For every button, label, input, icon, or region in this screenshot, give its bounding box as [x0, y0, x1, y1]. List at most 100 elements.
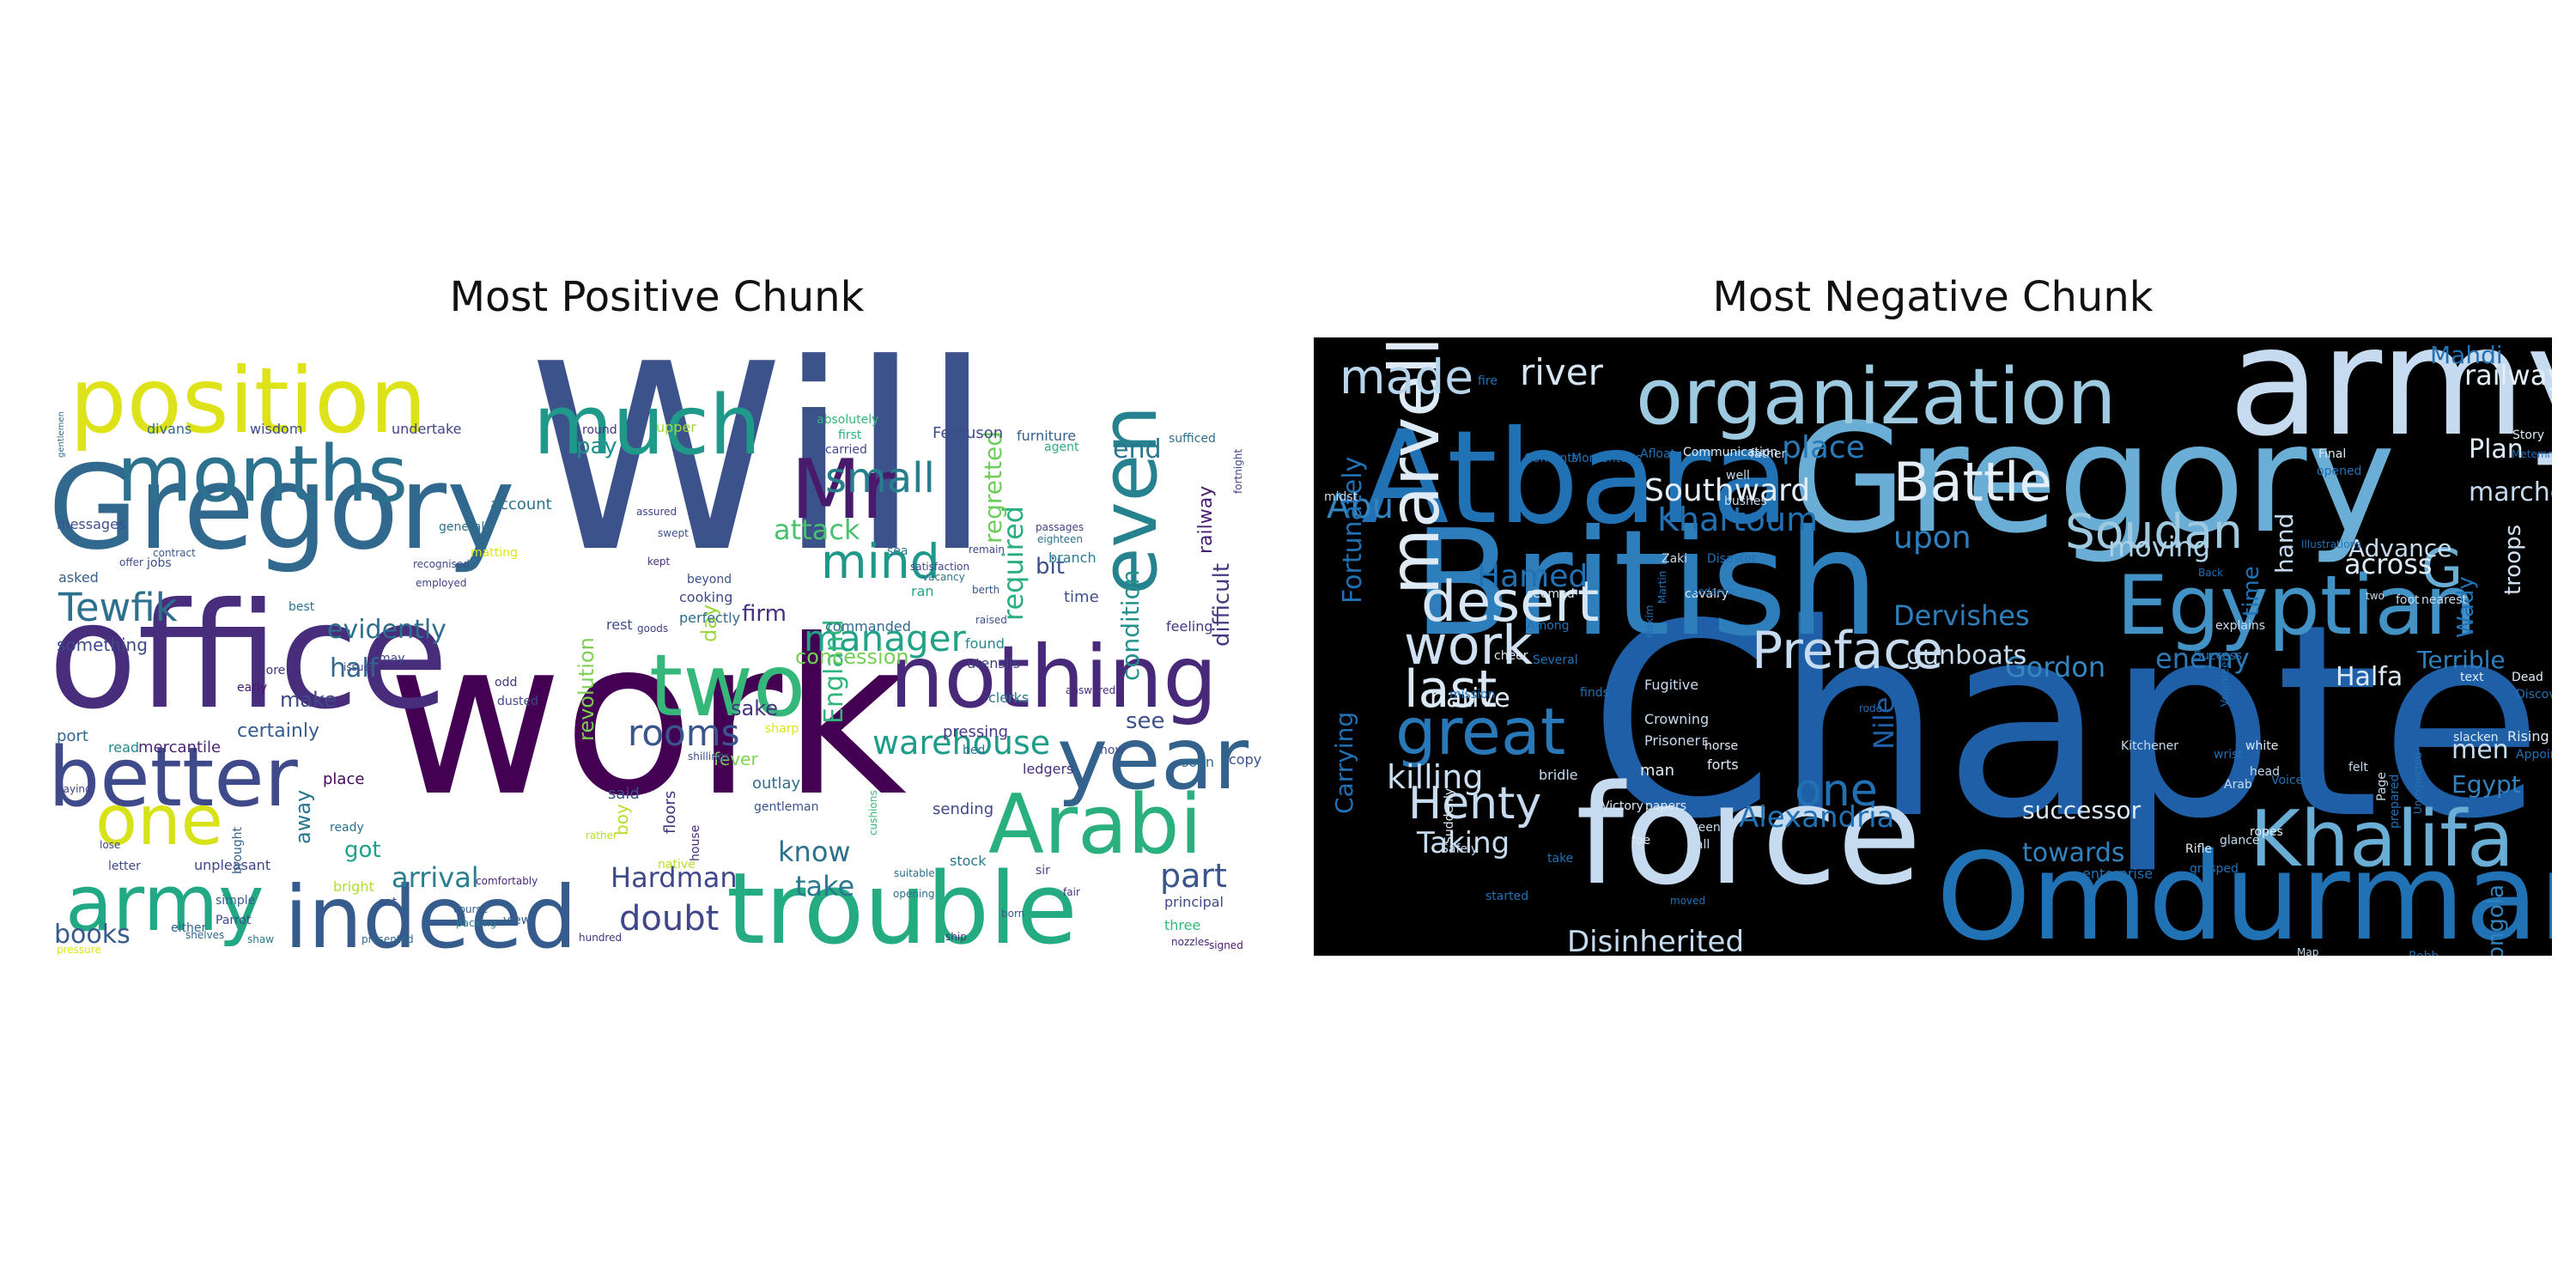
negative-word-suddenly: Suddenly	[1443, 788, 1456, 844]
negative-word-river: river	[1520, 351, 1604, 393]
negative-word-nearest: nearest	[2421, 593, 2467, 607]
negative-word-head: head	[2250, 765, 2280, 779]
positive-word-satisfaction: satisfaction	[910, 561, 969, 573]
negative-word-discovery: Discovery	[2516, 688, 2552, 702]
positive-word-condition: condition	[1116, 570, 1145, 681]
negative-word-upon: upon	[1893, 520, 1971, 556]
negative-word-enterprise: enterprise	[2082, 866, 2153, 882]
positive-word-ledgers: ledgers	[1023, 761, 1073, 777]
negative-word-cheer: cheer	[1494, 649, 1528, 663]
negative-word-railway: railway	[2464, 359, 2552, 392]
negative-word-foe: foe	[1631, 834, 1650, 848]
negative-word-gunboats: gunboats	[1906, 641, 2026, 671]
positive-word-see: see	[1126, 708, 1165, 734]
negative-word-illustrations: Illustrations	[2301, 538, 2361, 550]
positive-word-two: two	[649, 635, 805, 736]
positive-word-part: part	[1160, 857, 1227, 895]
negative-word-disinherited: Disinherited	[1567, 925, 1744, 956]
positive-word-sir: sir	[1036, 864, 1050, 878]
positive-word-mr: Mr	[791, 443, 896, 538]
positive-word-feeling: feeling	[1166, 618, 1213, 635]
positive-word-now: now	[1100, 744, 1125, 757]
positive-word-simple: simple	[216, 894, 255, 908]
negative-word-marvellous: marvellous	[1375, 337, 1455, 595]
negative-word-take: take	[1547, 852, 1573, 866]
positive-word-half: half	[330, 653, 380, 683]
negative-word-taking: Taking	[1416, 826, 1510, 860]
positive-word-pressure: pressure	[57, 944, 101, 956]
negative-word-british: British	[1413, 499, 1880, 669]
positive-word-tewfik: Tewfik	[58, 585, 178, 630]
positive-word-jobs: jobs	[146, 556, 172, 570]
positive-word-offer: offer	[119, 556, 143, 568]
chart-title-negative: Most Negative Chunk	[1712, 273, 2154, 321]
negative-word-time: time	[2239, 566, 2264, 617]
positive-word-cooking: cooking	[679, 589, 732, 605]
positive-word-bright: bright	[333, 878, 374, 895]
negative-word-martin: Martin	[1656, 571, 1668, 604]
positive-word-divans: divans	[147, 421, 191, 437]
positive-word-gregory: Gregory	[48, 440, 515, 575]
negative-word-killing: killing	[1387, 758, 1483, 796]
negative-word-force: force	[1576, 755, 1922, 915]
positive-word-doubt: doubt	[619, 899, 719, 939]
positive-word-assured: assured	[636, 506, 677, 518]
negative-word-khalifa: Khalifa	[2250, 794, 2514, 884]
positive-word-better: better	[48, 731, 299, 825]
negative-word-grasped: grasped	[2190, 862, 2239, 876]
negative-word-several: Several	[1533, 653, 1578, 667]
positive-word-vacancy: vacancy	[922, 571, 965, 583]
positive-word-suitable: suitable	[894, 867, 935, 879]
negative-word-men: men	[2451, 735, 2509, 765]
negative-word-volunteers: Volunteers	[2219, 652, 2231, 707]
negative-word-g: G	[2421, 537, 2463, 599]
positive-word-carried: carried	[825, 443, 867, 457]
positive-word-sea: sea	[887, 544, 908, 558]
positive-word-passages: passages	[1036, 521, 1084, 533]
positive-word-rooms: rooms	[628, 712, 740, 754]
negative-word-slacken: slacken	[2453, 731, 2499, 744]
negative-word-man: man	[1640, 762, 1674, 780]
negative-word-arab: Arab	[2224, 778, 2252, 792]
chart-title-positive: Most Positive Chunk	[449, 273, 865, 321]
positive-word-answered: answered	[1066, 684, 1115, 696]
negative-word-dead: Dead	[2512, 671, 2543, 684]
positive-word-attack: attack	[774, 513, 860, 546]
positive-word-months: months	[117, 429, 408, 519]
positive-word-revolution: revolution	[574, 637, 598, 741]
positive-word-got: got	[344, 837, 381, 863]
positive-word-best: best	[289, 600, 315, 614]
negative-word-foot: foot	[2396, 593, 2420, 607]
positive-word-even: even	[1084, 405, 1175, 595]
negative-word-story: Story	[2512, 428, 2544, 442]
positive-word-pay: pay	[576, 434, 617, 459]
negative-word-disaster: Disaster	[1707, 552, 1757, 566]
positive-word-gentlemen: gentlemen	[57, 411, 66, 458]
negative-word-fortunately: Fortunately	[1338, 457, 1368, 604]
positive-word-arabi: Arabi	[988, 778, 1202, 872]
positive-word-messages: messages	[57, 516, 125, 532]
negative-word-ropes: ropes	[2250, 825, 2283, 839]
positive-word-course: course	[453, 903, 488, 915]
negative-word-success: Success	[2194, 649, 2242, 663]
positive-word-cushions: cushions	[867, 790, 879, 835]
negative-word-crowning: Crowning	[1644, 711, 1709, 727]
negative-word-place: place	[1782, 430, 1865, 465]
positive-word-work: work	[387, 593, 907, 843]
negative-word-great: great	[1395, 694, 1565, 769]
positive-word-contract: contract	[153, 547, 196, 559]
negative-word-appointment: Appointment	[2516, 748, 2552, 762]
negative-word-contents: Contents	[1524, 452, 1578, 465]
negative-word-across: across	[2344, 548, 2433, 580]
positive-word-round: round	[582, 423, 617, 437]
negative-word-desert: desert	[1421, 570, 1599, 635]
positive-word-more: more	[254, 664, 285, 677]
positive-word-matting: matting	[471, 546, 518, 560]
negative-word-midst: midst	[1324, 490, 1358, 504]
positive-word-ready: ready	[330, 821, 364, 835]
positive-word-parrot: Parrot	[216, 914, 252, 927]
negative-word-felt: felt	[2348, 761, 2368, 775]
positive-word-outlay: outlay	[752, 775, 801, 793]
positive-word-principal: principal	[1164, 894, 1224, 910]
negative-word-rode: rode	[1859, 702, 1882, 714]
